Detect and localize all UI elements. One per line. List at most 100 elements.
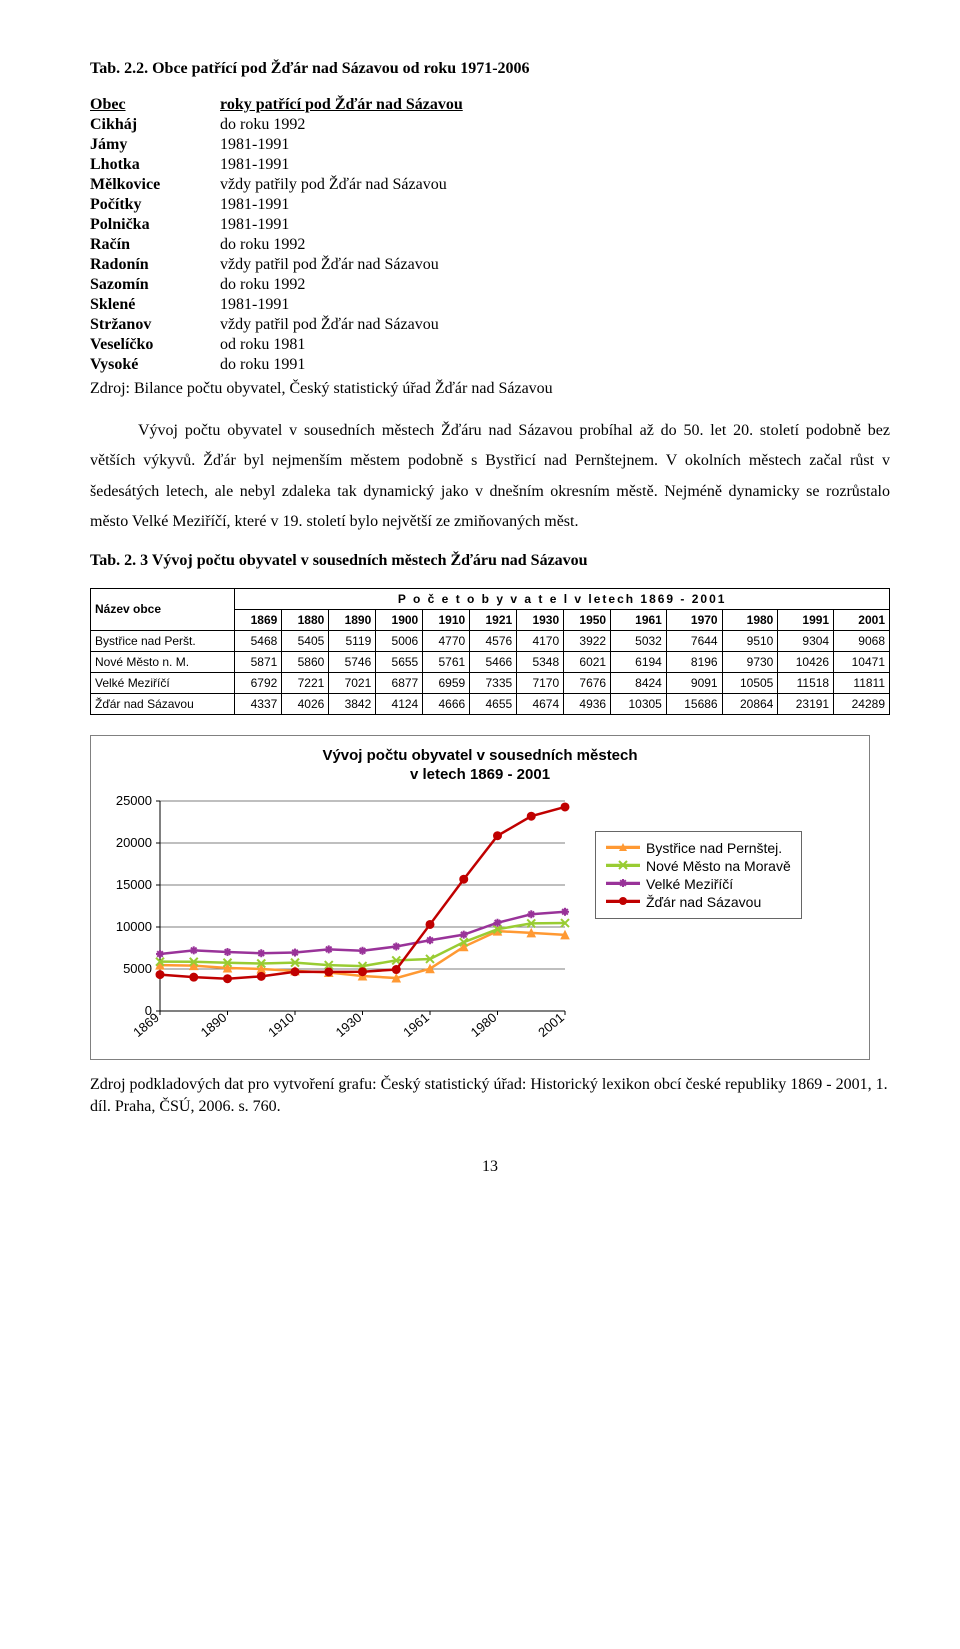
table-row: Velké Meziříčí67927221702168776959733571…	[91, 672, 890, 693]
cell-value: 9730	[722, 651, 778, 672]
year-header: 1921	[470, 609, 517, 630]
cell-value: 9510	[722, 630, 778, 651]
obec-name: Vysoké	[90, 356, 220, 374]
svg-text:1980: 1980	[468, 1009, 500, 1039]
body-paragraph: Vývoj počtu obyvatel v sousedních městec…	[90, 416, 890, 538]
paragraph-text: Vývoj počtu obyvatel v sousedních městec…	[90, 422, 890, 530]
cell-value: 4337	[235, 693, 282, 714]
table-2-2: Obec roky patřící pod Žďár nad Sázavou C…	[90, 96, 890, 374]
legend-label: Nové Město na Moravě	[646, 858, 791, 874]
cell-value: 5032	[611, 630, 667, 651]
table-row: Bystřice nad Peršt.546854055119500647704…	[91, 630, 890, 651]
year-header: 1950	[564, 609, 611, 630]
table-2-3: Název obce P o č e t o b y v a t e l v l…	[90, 588, 890, 715]
legend-item: Žďár nad Sázavou	[606, 894, 791, 910]
obec-years: vždy patřil pod Žďár nad Sázavou	[220, 316, 890, 334]
cell-value: 5761	[423, 651, 470, 672]
svg-text:15000: 15000	[116, 877, 152, 892]
obec-name: Počítky	[90, 196, 220, 214]
cell-value: 11811	[834, 672, 890, 693]
svg-text:1869: 1869	[130, 1009, 162, 1039]
cell-value: 8196	[666, 651, 722, 672]
cell-value: 7170	[517, 672, 564, 693]
cell-value: 5860	[282, 651, 329, 672]
cell-value: 5871	[235, 651, 282, 672]
legend-label: Bystřice nad Pernštej.	[646, 840, 782, 856]
cell-value: 7335	[470, 672, 517, 693]
svg-text:5000: 5000	[123, 961, 152, 976]
obec-name: Mělkovice	[90, 176, 220, 194]
cell-value: 4936	[564, 693, 611, 714]
cell-value: 5348	[517, 651, 564, 672]
cell-value: 9091	[666, 672, 722, 693]
chart-source: Zdroj podkladových dat pro vytvoření gra…	[90, 1074, 890, 1119]
legend-label: Velké Meziříčí	[646, 876, 733, 892]
cell-value: 6877	[376, 672, 423, 693]
cell-value: 6959	[423, 672, 470, 693]
cell-value: 24289	[834, 693, 890, 714]
year-header: 1961	[611, 609, 667, 630]
table-2-3-title: Tab. 2. 3 Vývoj počtu obyvatel v sousedn…	[90, 552, 890, 570]
obec-name: Radonín	[90, 256, 220, 274]
svg-text:2001: 2001	[535, 1009, 567, 1039]
obec-years: od roku 1981	[220, 336, 890, 354]
year-header: 1930	[517, 609, 564, 630]
cell-value: 7676	[564, 672, 611, 693]
svg-text:1910: 1910	[265, 1009, 297, 1039]
cell-value: 5119	[329, 630, 376, 651]
table-2-2-title: Tab. 2.2. Obce patřící pod Žďár nad Sáza…	[90, 60, 890, 78]
obec-name: Sklené	[90, 296, 220, 314]
year-header: 1980	[722, 609, 778, 630]
cell-value: 6194	[611, 651, 667, 672]
cell-value: 3922	[564, 630, 611, 651]
obec-name: Polnička	[90, 216, 220, 234]
cell-value: 4576	[470, 630, 517, 651]
cell-value: 7021	[329, 672, 376, 693]
col-header-name: Název obce	[91, 588, 235, 630]
year-header: 2001	[834, 609, 890, 630]
obec-years: 1981-1991	[220, 296, 890, 314]
table-2-2-source: Zdroj: Bilance počtu obyvatel, Český sta…	[90, 380, 890, 398]
obec-years: vždy patřil pod Žďár nad Sázavou	[220, 256, 890, 274]
cell-value: 4674	[517, 693, 564, 714]
chart-title: Vývoj počtu obyvatel v sousedních městec…	[105, 746, 855, 785]
obec-years: 1981-1991	[220, 216, 890, 234]
svg-text:20000: 20000	[116, 835, 152, 850]
obec-years: do roku 1992	[220, 236, 890, 254]
obec-years: do roku 1992	[220, 116, 890, 134]
cell-value: 23191	[778, 693, 834, 714]
chart-legend: Bystřice nad Pernštej. Nové Město na Mora…	[595, 831, 802, 919]
row-name: Žďár nad Sázavou	[91, 693, 235, 714]
obec-years: vždy patřily pod Žďár nad Sázavou	[220, 176, 890, 194]
obec-years: 1981-1991	[220, 196, 890, 214]
year-header: 1910	[423, 609, 470, 630]
svg-text:25000: 25000	[116, 793, 152, 808]
col-header-span: P o č e t o b y v a t e l v letech 1869 …	[235, 588, 890, 609]
year-header: 1991	[778, 609, 834, 630]
cell-value: 8424	[611, 672, 667, 693]
obec-name: Račín	[90, 236, 220, 254]
cell-value: 10305	[611, 693, 667, 714]
cell-value: 4026	[282, 693, 329, 714]
table-row: Žďár nad Sázavou433740263842412446664655…	[91, 693, 890, 714]
cell-value: 5466	[470, 651, 517, 672]
year-header: 1900	[376, 609, 423, 630]
obec-years: 1981-1991	[220, 136, 890, 154]
svg-text:1961: 1961	[400, 1009, 432, 1039]
obec-name: Stržanov	[90, 316, 220, 334]
cell-value: 15686	[666, 693, 722, 714]
svg-text:10000: 10000	[116, 919, 152, 934]
cell-value: 10505	[722, 672, 778, 693]
cell-value: 5468	[235, 630, 282, 651]
obec-name: Sazomín	[90, 276, 220, 294]
cell-value: 6021	[564, 651, 611, 672]
cell-value: 20864	[722, 693, 778, 714]
cell-value: 9304	[778, 630, 834, 651]
legend-item: Velké Meziříčí	[606, 876, 791, 892]
svg-text:1930: 1930	[333, 1009, 365, 1039]
year-header: 1869	[235, 609, 282, 630]
table-row: Nové Město n. M.587158605746565557615466…	[91, 651, 890, 672]
obec-years: do roku 1992	[220, 276, 890, 294]
cell-value: 9068	[834, 630, 890, 651]
cell-value: 5405	[282, 630, 329, 651]
